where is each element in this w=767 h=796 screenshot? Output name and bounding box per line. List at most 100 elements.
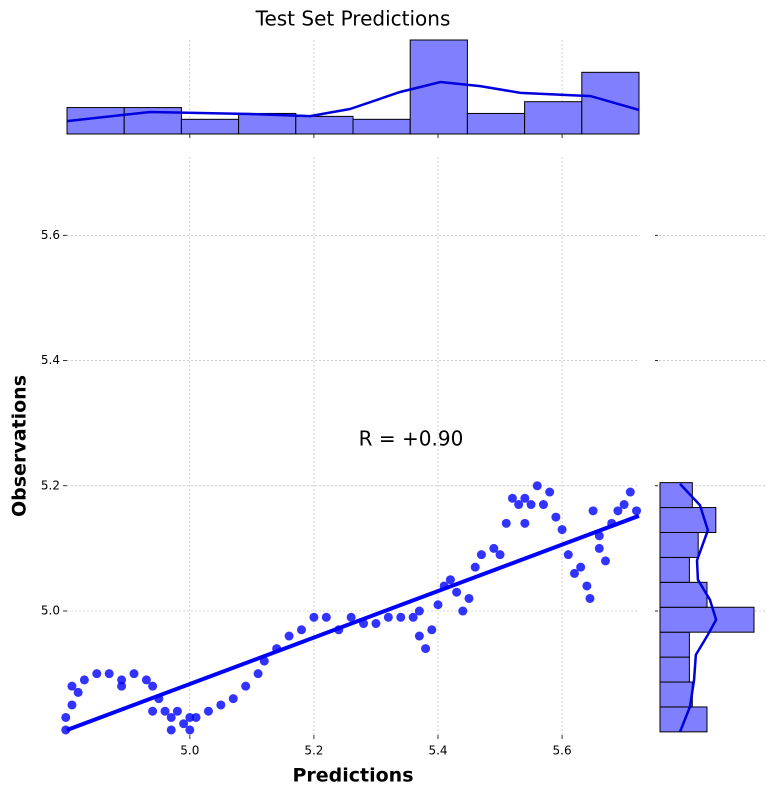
scatter-point (297, 625, 307, 635)
scatter-point (421, 644, 431, 654)
histogram-bar (352, 118, 411, 135)
scatter-point (445, 575, 455, 585)
scatter-point (203, 706, 213, 716)
scatter-point (383, 612, 393, 622)
scatter-point (241, 681, 251, 691)
x-tick-label: 5.4 (428, 744, 447, 758)
scatter-point (129, 669, 139, 679)
histogram-bar (659, 706, 708, 733)
histogram-bar (659, 556, 690, 583)
scatter-point (464, 593, 474, 603)
scatter-point (594, 543, 604, 553)
scatter-point (551, 512, 561, 522)
scatter-point (166, 712, 176, 722)
scatter-point (92, 669, 102, 679)
scatter-point (501, 518, 511, 528)
chart-title: Test Set Predictions (255, 7, 451, 31)
histogram-bar (466, 112, 526, 135)
scatter-point (538, 500, 548, 510)
scatter-point (166, 725, 176, 735)
x-tick-label: 5.0 (180, 744, 199, 758)
scatter-point (532, 481, 542, 491)
regression-line (66, 513, 640, 732)
scatter-point (526, 500, 536, 510)
scatter-point (414, 631, 424, 641)
scatter-point (514, 500, 524, 510)
y-tick-label: 5.4 (41, 353, 60, 367)
histogram-bar (659, 681, 693, 708)
annotation: R = +0.90 (359, 427, 464, 451)
scatter-point (185, 712, 195, 722)
scatter-point (117, 681, 127, 691)
histogram-bar (659, 531, 699, 558)
y-axis-label: Observations (9, 375, 31, 517)
scatter-point (284, 631, 294, 641)
scatter-point (185, 725, 195, 735)
scatter-point (600, 556, 610, 566)
scatter-point (557, 525, 567, 535)
scatter-point (433, 600, 443, 610)
scatter-point (588, 506, 598, 516)
scatter-point (569, 568, 579, 578)
scatter-point (79, 675, 89, 685)
scatter-point (585, 593, 595, 603)
scatter-point (73, 687, 83, 697)
x-tick-label: 5.6 (553, 744, 572, 758)
histogram-bar (659, 656, 690, 683)
scatter-point (253, 669, 263, 679)
scatter-point (371, 619, 381, 629)
scatter-point (619, 500, 629, 510)
histogram-bar (659, 581, 708, 608)
scatter-point (427, 625, 437, 635)
histogram-bar (659, 482, 693, 509)
kde-curve (678, 483, 718, 733)
scatter-point (507, 493, 517, 503)
scatter-point (625, 487, 635, 497)
scatter-point (61, 712, 71, 722)
kde-curve (66, 80, 640, 123)
scatter-point (408, 612, 418, 622)
scatter-point (346, 612, 356, 622)
scatter-point (470, 562, 480, 572)
histogram-bar (524, 101, 583, 135)
x-axis-label: Predictions (292, 765, 413, 787)
histogram-bar (581, 71, 640, 135)
y-tick-label: 5.6 (41, 228, 60, 242)
histogram-bar (659, 606, 755, 633)
scatter-point (582, 581, 592, 591)
y-tick-label: 5.0 (41, 604, 60, 618)
scatter-point (396, 612, 406, 622)
scatter-point (228, 694, 238, 704)
scatter-point (458, 606, 468, 616)
scatter-point (117, 675, 127, 685)
scatter-point (576, 562, 586, 572)
histogram-bar (180, 118, 240, 135)
scatter-point (141, 675, 151, 685)
scatter-point (613, 506, 623, 516)
scatter-point (520, 518, 530, 528)
scatter-point (216, 700, 226, 710)
scatter-point (476, 550, 486, 560)
scatter-point (104, 669, 114, 679)
scatter-point (179, 719, 189, 729)
scatter-point (452, 587, 462, 597)
scatter-point (520, 493, 530, 503)
scatter-point (489, 543, 499, 553)
y-tick-label: 5.2 (41, 478, 60, 492)
histogram-bar (659, 631, 690, 658)
scatter-point (632, 506, 642, 516)
scatter-point (172, 706, 182, 716)
scatter-point (309, 612, 319, 622)
scatter-point (67, 681, 77, 691)
scatter-point (148, 706, 158, 716)
scatter-point (563, 550, 573, 560)
x-tick-label: 5.2 (304, 744, 323, 758)
scatter-point (545, 487, 555, 497)
histogram-bar (295, 115, 354, 135)
scatter-point (67, 700, 77, 710)
scatter-point (321, 612, 331, 622)
scatter-point (495, 550, 505, 560)
scatter-point (160, 706, 170, 716)
scatter-point (191, 712, 201, 722)
scatter-point (414, 606, 424, 616)
